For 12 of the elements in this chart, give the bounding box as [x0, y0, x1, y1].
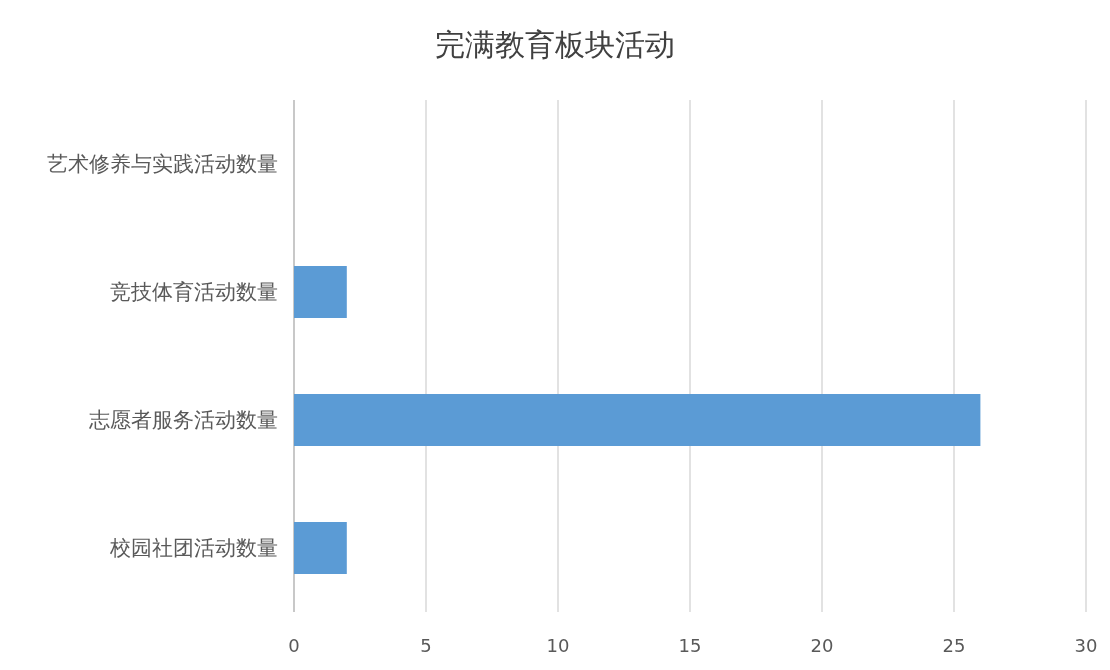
chart-title: 完满教育板块活动: [435, 28, 675, 61]
y-tick-label: 志愿者服务活动数量: [89, 408, 278, 432]
y-tick-label: 艺术修养与实践活动数量: [47, 152, 278, 176]
x-tick-label: 30: [1074, 635, 1098, 656]
x-tick-label: 15: [678, 635, 702, 656]
x-tick-label: 25: [942, 635, 966, 656]
y-tick-label: 校园社团活动数量: [109, 536, 278, 560]
x-tick-label: 0: [288, 635, 300, 656]
y-tick-label: 竞技体育活动数量: [110, 280, 278, 304]
x-tick-label: 10: [546, 635, 570, 656]
x-tick-label: 5: [420, 635, 432, 656]
x-tick-label: 20: [810, 635, 834, 656]
